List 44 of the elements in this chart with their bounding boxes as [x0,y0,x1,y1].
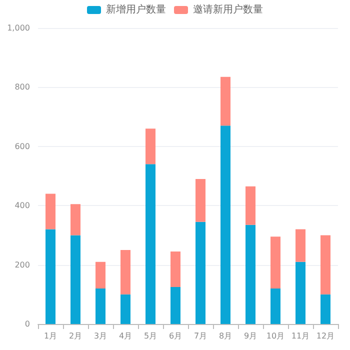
bar [146,128,156,164]
bar [220,126,230,324]
legend-label: 新增用户数量 [106,4,166,16]
bar [320,294,330,324]
y-tick-label: 200 [14,260,30,270]
x-tick-label: 5月 [144,332,158,340]
x-tick-label: 3月 [94,332,108,340]
y-tick-label: 1,000 [7,24,30,32]
x-tick-label: 1月 [44,332,58,340]
bar [46,229,56,324]
bar [246,186,256,225]
bar [170,287,180,324]
x-tick-label: 9月 [244,332,258,340]
x-tick-label: 12月 [316,332,335,340]
legend-label: 邀请新用户数量 [193,4,263,16]
bar [70,204,80,236]
bar [96,262,106,288]
y-tick-label: 400 [14,201,30,210]
bar [120,250,130,294]
bar [270,288,280,324]
bar [246,224,256,324]
x-tick-label: 11月 [291,332,310,340]
bar [70,235,80,324]
x-tick-label: 2月 [68,332,82,340]
bar [220,76,230,126]
bar [196,178,206,222]
bar [196,222,206,324]
x-tick-label: 7月 [194,332,208,340]
bar [296,262,306,324]
x-tick-label: 4月 [118,332,132,340]
bar [120,294,130,324]
bar [170,251,180,287]
bar [96,288,106,324]
bar [296,229,306,262]
x-tick-label: 6月 [168,332,182,340]
bar [146,164,156,324]
y-tick-label: 600 [14,142,30,151]
bar [46,194,56,230]
bar [320,235,330,294]
y-tick-label: 800 [14,82,30,92]
bar [270,236,280,288]
y-tick-label: 0 [24,320,30,328]
x-tick-label: 10月 [266,332,285,340]
x-tick-label: 8月 [218,332,232,340]
